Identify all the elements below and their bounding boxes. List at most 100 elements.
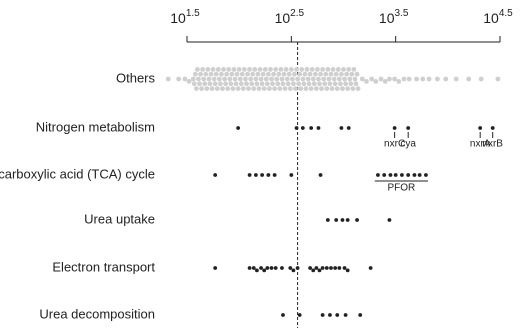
dot bbox=[275, 81, 281, 87]
dot bbox=[294, 67, 299, 72]
dot bbox=[288, 266, 293, 270]
dot bbox=[216, 76, 222, 82]
dot bbox=[274, 76, 280, 82]
dot bbox=[368, 266, 373, 270]
dot bbox=[340, 86, 345, 91]
dot bbox=[303, 86, 309, 91]
dot bbox=[324, 86, 330, 91]
dot bbox=[330, 67, 336, 72]
dot bbox=[252, 67, 258, 72]
dot bbox=[203, 71, 209, 77]
dot bbox=[424, 173, 428, 177]
tick-base: 10 bbox=[170, 10, 186, 26]
dot bbox=[265, 266, 270, 270]
annotation: PFOR bbox=[388, 183, 416, 194]
dot bbox=[260, 173, 265, 177]
dot bbox=[241, 67, 247, 72]
dot bbox=[392, 126, 397, 130]
dot bbox=[322, 81, 328, 87]
dot bbox=[225, 86, 231, 91]
dot bbox=[201, 76, 207, 82]
dot bbox=[323, 71, 329, 77]
dot bbox=[373, 79, 379, 84]
row-label: Urea uptake bbox=[84, 211, 155, 226]
dot bbox=[215, 67, 221, 72]
x-tick-label: 102.5 bbox=[275, 8, 305, 26]
dot bbox=[199, 86, 205, 91]
dot bbox=[217, 81, 223, 87]
dot bbox=[253, 173, 258, 177]
dot bbox=[285, 81, 291, 87]
annotation: nxrA bbox=[470, 139, 491, 150]
dot bbox=[314, 266, 319, 270]
dot bbox=[230, 86, 236, 91]
dot bbox=[406, 173, 411, 177]
dot bbox=[249, 81, 255, 87]
tick-base: 10 bbox=[379, 10, 395, 26]
dot bbox=[382, 173, 387, 177]
dot bbox=[317, 81, 322, 87]
dot bbox=[387, 76, 392, 82]
dot bbox=[251, 86, 257, 91]
dot bbox=[310, 76, 316, 82]
dot bbox=[247, 173, 252, 177]
dot bbox=[354, 71, 360, 77]
dot bbox=[406, 76, 412, 82]
dot bbox=[265, 71, 271, 77]
dot bbox=[283, 67, 289, 72]
dot bbox=[348, 81, 354, 87]
dot bbox=[336, 76, 342, 82]
dot bbox=[238, 81, 244, 87]
dot bbox=[227, 76, 233, 82]
dot bbox=[251, 266, 256, 270]
dot bbox=[337, 266, 342, 270]
dot bbox=[346, 67, 352, 72]
dot bbox=[325, 218, 330, 222]
row-label: Urea decomposition bbox=[39, 306, 155, 321]
dot bbox=[298, 86, 304, 91]
dot bbox=[376, 173, 380, 177]
dot bbox=[339, 71, 344, 77]
tick-base: 10 bbox=[483, 10, 499, 26]
dot bbox=[259, 81, 265, 87]
dot bbox=[263, 76, 269, 82]
dot bbox=[284, 76, 290, 82]
dot bbox=[235, 86, 241, 91]
dot bbox=[208, 71, 214, 77]
dot bbox=[195, 67, 200, 72]
annotation: nxrC bbox=[384, 139, 405, 150]
dot bbox=[347, 76, 353, 82]
dot bbox=[325, 67, 331, 72]
dot bbox=[396, 79, 402, 84]
dot bbox=[266, 173, 271, 177]
dot bbox=[223, 81, 229, 87]
dot bbox=[239, 71, 245, 77]
dot bbox=[320, 313, 325, 317]
dot bbox=[291, 268, 296, 273]
dot bbox=[478, 126, 483, 130]
dot bbox=[286, 71, 292, 77]
dot bbox=[281, 71, 287, 77]
dot bbox=[289, 173, 294, 177]
dot bbox=[267, 86, 272, 91]
dot bbox=[490, 126, 495, 130]
dot bbox=[364, 79, 369, 84]
dot bbox=[259, 266, 263, 270]
dot bbox=[250, 71, 256, 77]
dot bbox=[192, 71, 198, 77]
dot bbox=[319, 86, 324, 91]
dot bbox=[302, 71, 308, 77]
dot bbox=[256, 86, 262, 91]
dot bbox=[300, 126, 305, 130]
dot bbox=[332, 81, 338, 87]
dot bbox=[318, 71, 323, 77]
dot bbox=[233, 81, 239, 87]
dot bbox=[247, 67, 253, 72]
dot bbox=[219, 71, 224, 77]
dot bbox=[253, 76, 259, 82]
dot bbox=[346, 126, 351, 130]
dot bbox=[165, 76, 171, 82]
dot bbox=[327, 81, 333, 87]
dot bbox=[281, 313, 285, 317]
dot bbox=[295, 266, 300, 270]
